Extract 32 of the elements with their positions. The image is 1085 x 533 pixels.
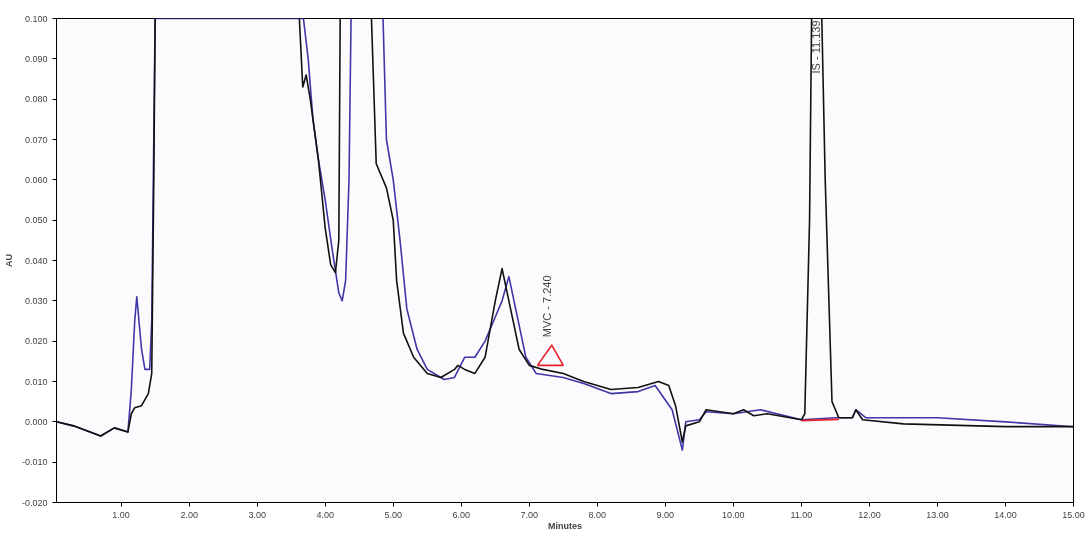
y-axis-title: AU	[3, 254, 14, 267]
y-tick-label: 0.020	[24, 336, 48, 347]
x-tick-label: 5.00	[384, 509, 403, 520]
y-tick-label: -0.010	[21, 457, 48, 468]
x-tick-label: 7.00	[520, 509, 539, 520]
x-tick-label: 4.00	[316, 509, 334, 520]
x-tick-label: 15.00	[1062, 509, 1085, 520]
y-tick-label: 0.070	[24, 134, 48, 145]
y-tick-label: -0.020	[21, 497, 48, 508]
x-tick-label: 3.00	[248, 509, 266, 520]
y-tick-label: 0.000	[24, 416, 48, 427]
x-tick-label: 13.00	[926, 509, 949, 520]
y-tick-label: 0.100	[24, 13, 48, 24]
annotation: IS - 11.139	[810, 20, 823, 74]
x-tick-label: 10.00	[722, 509, 745, 520]
y-tick-label: 0.050	[24, 215, 48, 226]
y-tick-label: 0.060	[24, 174, 48, 185]
y-tick-label: 0.010	[24, 376, 48, 387]
x-tick-label: 2.00	[180, 509, 198, 520]
y-tick-label: 0.090	[24, 53, 48, 64]
y-tick-label: 0.040	[24, 255, 48, 266]
x-tick-label: 1.00	[112, 509, 130, 520]
x-tick-label: 9.00	[656, 509, 675, 520]
x-tick-label: 12.00	[858, 509, 881, 520]
x-tick-label: 8.00	[588, 509, 607, 520]
y-tick-label: 0.080	[24, 94, 48, 105]
x-tick-label: 14.00	[994, 509, 1017, 520]
annotation: MVC - 7.240	[540, 275, 553, 338]
x-tick-label: 6.00	[452, 509, 471, 520]
y-tick-label: 0.030	[24, 295, 48, 306]
x-axis-title: Minutes	[548, 520, 583, 531]
x-tick-label: 11.00	[790, 509, 813, 520]
